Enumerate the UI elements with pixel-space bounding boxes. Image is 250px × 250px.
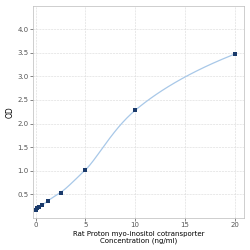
Point: [46, 198, 50, 202]
X-axis label: Rat Proton myo-inositol cotransporter
Concentration (ng/ml): Rat Proton myo-inositol cotransporter Co…: [73, 231, 204, 244]
Point: [232, 52, 236, 56]
Point: [133, 108, 137, 112]
Point: [34, 208, 38, 212]
Point: [58, 190, 62, 194]
Point: [35, 206, 39, 210]
Point: [37, 205, 41, 209]
Point: [84, 168, 87, 172]
Point: [40, 203, 44, 207]
Y-axis label: OD: OD: [6, 106, 15, 118]
